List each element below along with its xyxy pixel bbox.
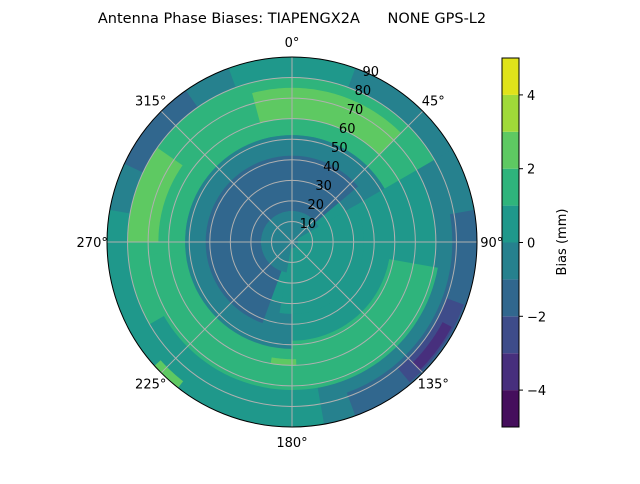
- colorbar: −4 −2 0 2 4: [501, 57, 546, 428]
- angular-tick-label: 270°: [77, 236, 108, 251]
- colorbar-tick-label: 4: [527, 89, 535, 104]
- radial-tick-label: 70: [347, 103, 364, 118]
- polar-grid: [106, 56, 478, 428]
- angular-tick-label: 45°: [422, 95, 445, 110]
- contour-region-8: [127, 77, 435, 325]
- colorbar-segment: [502, 131, 519, 169]
- radial-tick-label: 20: [307, 198, 324, 213]
- colorbar-tick-label: 2: [527, 163, 535, 178]
- angular-tick-label: 135°: [418, 377, 449, 392]
- angular-tick-label: 90°: [480, 236, 503, 251]
- colorbar-segment: [502, 205, 519, 243]
- colorbar-tick-label: −2: [527, 310, 546, 325]
- colorbar-segment: [502, 279, 519, 317]
- contour-region-17: [279, 206, 364, 314]
- radial-tick-label: 40: [323, 160, 340, 175]
- contour-region-13: [154, 360, 184, 388]
- contour-region-12: [270, 357, 297, 366]
- colorbar-segment: [502, 94, 519, 132]
- chart-title: Antenna Phase Biases: TIAPENGX2A NONE GP…: [98, 11, 486, 27]
- angular-gridline: [160, 110, 293, 243]
- contour-region-2: [124, 90, 200, 175]
- angular-gridline: [160, 241, 293, 374]
- angular-tick-label: 315°: [135, 95, 166, 110]
- contour-region-10: [127, 147, 183, 242]
- radial-tick-label: 80: [355, 84, 372, 99]
- colorbar-segment: [502, 390, 519, 427]
- radial-tick-label: 60: [339, 122, 356, 137]
- colorbar-segment: [502, 353, 519, 391]
- contour-region-9: [252, 87, 401, 155]
- radial-tick-label: 30: [315, 179, 332, 194]
- colorbar-segment: [502, 316, 519, 354]
- colorbar-label: Bias (mm): [555, 209, 570, 276]
- colorbar-tick-label: −4: [527, 384, 546, 399]
- axis-labels: 0° 45° 90° 135° 180° 225° 270° 315° 10 20 30 40 50 60…: [77, 36, 504, 451]
- angular-tick-label: 0°: [285, 36, 300, 51]
- colorbar-tick-label: 0: [527, 237, 535, 252]
- angular-gridline: [291, 110, 424, 243]
- radial-tick-label: 90: [363, 65, 380, 80]
- radial-tick-label: 50: [331, 141, 348, 156]
- colorbar-segment: [502, 168, 519, 206]
- colorbar-segment: [502, 58, 519, 95]
- angular-tick-label: 180°: [276, 436, 307, 451]
- contour-region-7: [412, 322, 452, 370]
- angular-gridline: [291, 241, 424, 374]
- colorbar-segment: [502, 242, 519, 280]
- contour-region-11: [144, 250, 438, 390]
- polar-frame: [106, 56, 478, 428]
- angular-tick-label: 225°: [135, 377, 166, 392]
- radial-tick-label: 10: [300, 217, 317, 232]
